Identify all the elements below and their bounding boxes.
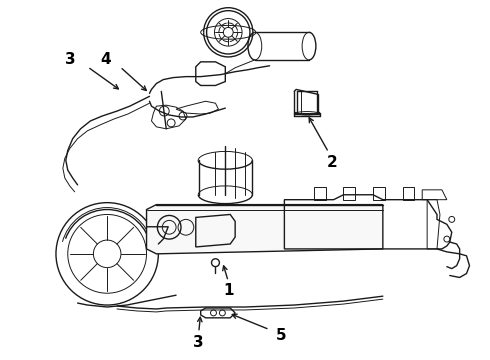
Text: 3: 3 [66,53,76,67]
Text: 2: 2 [326,155,337,170]
Polygon shape [147,204,383,254]
Text: 4: 4 [100,53,111,67]
Text: 1: 1 [223,283,234,298]
Text: 3: 3 [194,335,204,350]
Text: 5: 5 [276,328,287,343]
